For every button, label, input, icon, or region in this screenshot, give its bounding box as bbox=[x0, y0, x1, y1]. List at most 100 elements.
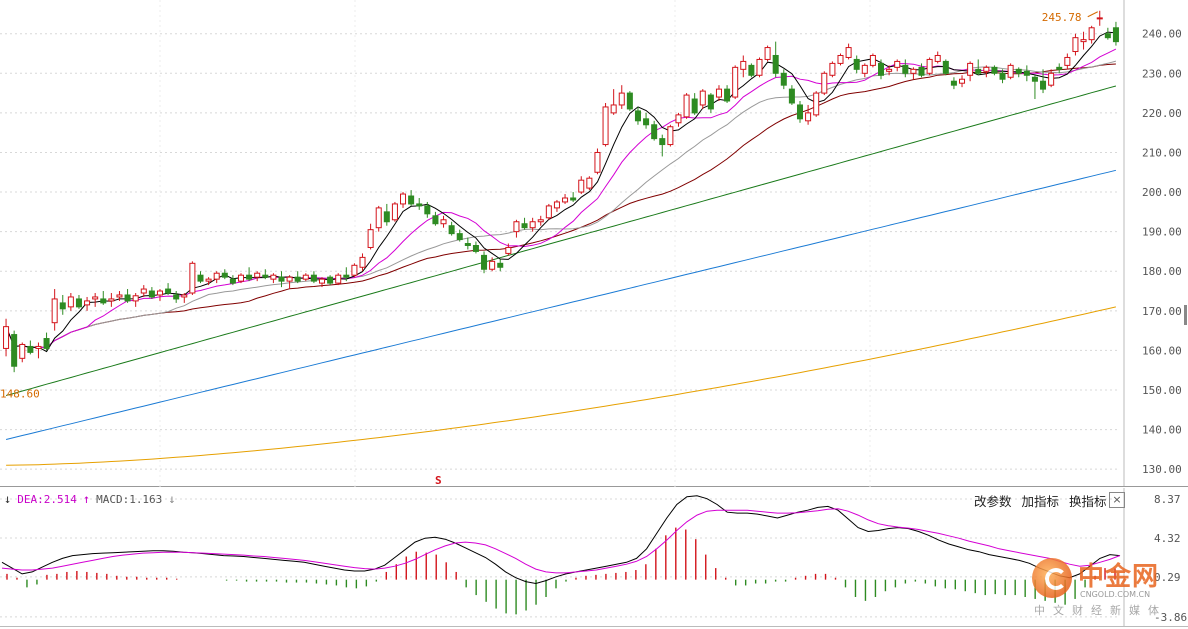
price-tick-label: 160.00 bbox=[1142, 344, 1182, 357]
macd-value: MACD:1.163 bbox=[96, 492, 163, 506]
candle-down bbox=[59, 302, 66, 310]
candle-up bbox=[1048, 72, 1055, 86]
candlestick-chart[interactable]: 240.00 230.00 220.00 210.00 200.00 190.00 180.… bbox=[0, 0, 1188, 487]
candle-down bbox=[327, 276, 334, 284]
add-indicator-button[interactable]: 加指标 bbox=[1021, 495, 1060, 509]
candle-down bbox=[165, 288, 172, 294]
logo-icon bbox=[1032, 558, 1072, 598]
ma10-line bbox=[5, 48, 1117, 348]
candle-down bbox=[432, 215, 439, 225]
candle-up bbox=[116, 294, 123, 298]
candle-up bbox=[205, 278, 212, 282]
candle-up bbox=[829, 62, 836, 76]
candle-down bbox=[124, 294, 131, 302]
price-tick-label: 200.00 bbox=[1142, 186, 1182, 199]
candle-up bbox=[732, 66, 739, 98]
candle-down bbox=[262, 274, 269, 278]
candle-down bbox=[229, 278, 236, 284]
candle-up bbox=[92, 296, 99, 300]
candle-down bbox=[651, 124, 658, 140]
candle-down bbox=[1023, 70, 1030, 76]
logo-slogan: 中文财经新媒体 bbox=[1034, 604, 1167, 617]
candle-up bbox=[764, 47, 771, 60]
change-params-button[interactable]: 改参数 bbox=[974, 495, 1012, 509]
candle-up bbox=[181, 294, 188, 298]
candle-up bbox=[667, 126, 674, 146]
dea-line bbox=[1, 508, 1121, 574]
price-tick-label: 190.00 bbox=[1142, 226, 1182, 239]
candle-down bbox=[877, 62, 885, 76]
candle-up bbox=[683, 94, 690, 118]
candle-up bbox=[132, 295, 139, 302]
candle-down bbox=[626, 92, 633, 110]
candle-up bbox=[837, 54, 844, 64]
candle-up bbox=[254, 272, 261, 278]
candle-down bbox=[643, 118, 650, 126]
candle-up bbox=[270, 274, 277, 280]
macd-tick-label: -3.86 bbox=[1154, 611, 1187, 624]
switch-indicator-button[interactable]: 换指标 bbox=[1069, 495, 1107, 509]
candle-down bbox=[221, 272, 228, 278]
candle-up bbox=[351, 264, 358, 276]
candle-down bbox=[1104, 33, 1111, 39]
candle-up bbox=[805, 112, 812, 122]
candle-up bbox=[359, 256, 366, 268]
candle-up bbox=[910, 68, 917, 74]
candle-up bbox=[813, 92, 820, 116]
scroll-handle[interactable] bbox=[1184, 305, 1187, 325]
candle-down bbox=[278, 276, 285, 282]
candle-down bbox=[424, 205, 431, 215]
ma60-line bbox=[5, 85, 1117, 396]
candle-down bbox=[310, 274, 317, 282]
candle-down bbox=[634, 110, 641, 122]
candle-up bbox=[821, 72, 828, 94]
candle-down bbox=[472, 245, 479, 252]
candle-down bbox=[788, 88, 795, 104]
candle-up bbox=[1007, 64, 1014, 78]
high-price-pointer bbox=[1087, 11, 1098, 18]
candle-up bbox=[286, 276, 293, 282]
close-indicator-button[interactable]: × bbox=[1109, 492, 1125, 508]
candle-down bbox=[456, 233, 463, 241]
candle-up bbox=[400, 193, 407, 205]
candle-down bbox=[691, 98, 698, 114]
dif-line bbox=[1, 495, 1121, 585]
candle-down bbox=[11, 334, 18, 367]
candle-down bbox=[724, 88, 731, 102]
low-price-label: 148.60 bbox=[0, 388, 40, 401]
dif-down-arrow-icon: ↓ bbox=[4, 492, 12, 506]
candle-down bbox=[1040, 80, 1047, 90]
macd-chart[interactable]: 8.37 4.32 0.29 -3.86 bbox=[0, 488, 1188, 627]
price-tick-label: 240.00 bbox=[1142, 28, 1182, 41]
candle-down bbox=[481, 254, 488, 270]
candle-down bbox=[408, 195, 415, 205]
price-tick-label: 140.00 bbox=[1142, 424, 1182, 437]
macd-tick-label: 8.37 bbox=[1154, 493, 1181, 506]
candle-up bbox=[1064, 56, 1071, 66]
candle-up bbox=[513, 221, 520, 233]
candle-up bbox=[602, 106, 609, 146]
candle-up bbox=[699, 90, 706, 106]
candle-down bbox=[772, 54, 779, 74]
indicator-toolbar: 改参数 加指标 换指标 bbox=[974, 491, 1107, 510]
macd-tick-label: 0.29 bbox=[1154, 571, 1181, 584]
candle-up bbox=[886, 68, 893, 72]
candle-up bbox=[553, 201, 560, 209]
candle-up bbox=[1096, 17, 1103, 20]
candle-up bbox=[675, 114, 682, 124]
signal-marker: S bbox=[435, 474, 442, 487]
candle-up bbox=[740, 60, 747, 70]
candle-down bbox=[521, 223, 528, 229]
macd-legend: ↓ DEA:2.514 ↑ MACD:1.163 ↓ bbox=[4, 492, 176, 506]
price-tick-label: 230.00 bbox=[1142, 67, 1182, 80]
candle-up bbox=[869, 54, 876, 66]
candle-down bbox=[991, 66, 998, 74]
candle-up bbox=[140, 288, 147, 294]
candle-up bbox=[1072, 37, 1079, 53]
dea-up-arrow-icon: ↑ bbox=[82, 492, 91, 506]
candle-up bbox=[934, 54, 941, 62]
logo-domain: CNGOLD.COM.CN bbox=[1080, 590, 1151, 599]
candle-up bbox=[618, 92, 625, 106]
candle-up bbox=[545, 205, 552, 219]
candle-down bbox=[100, 298, 107, 304]
